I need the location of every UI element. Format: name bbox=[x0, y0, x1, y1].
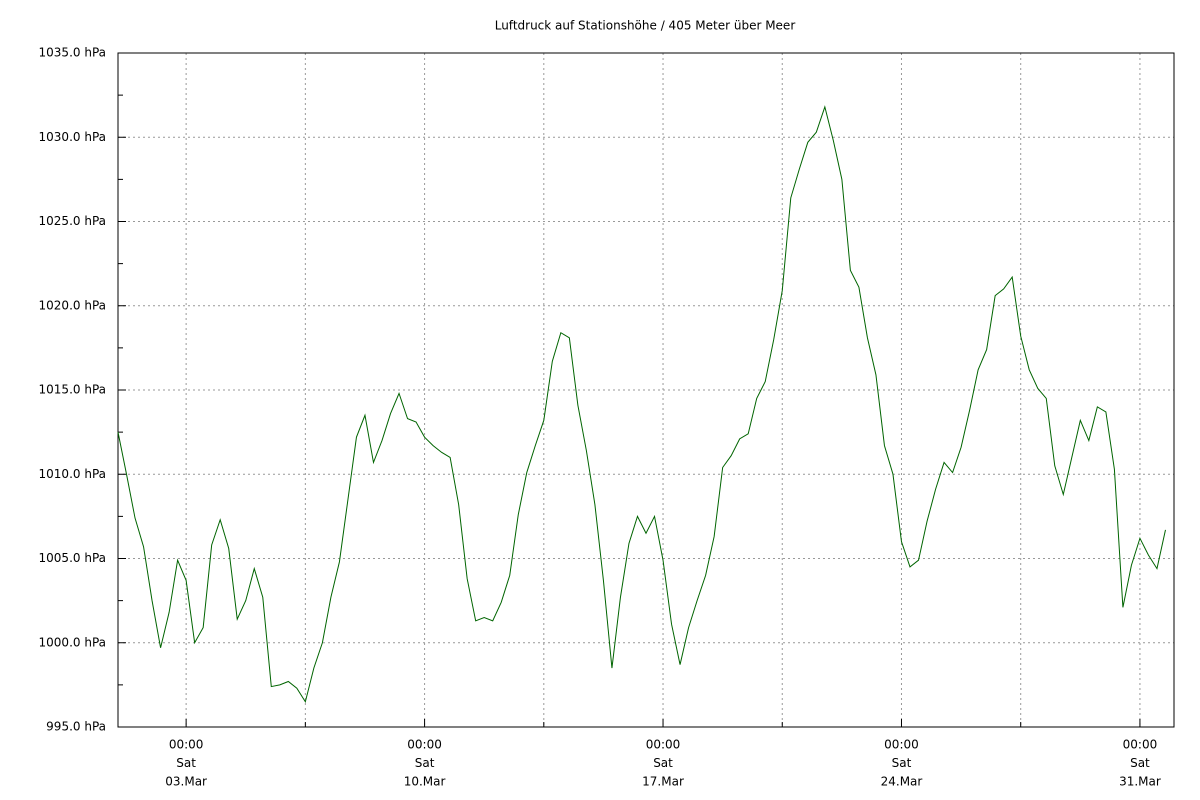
x-tick-label: 31.Mar bbox=[1119, 775, 1161, 789]
data-line bbox=[117, 105, 1166, 703]
y-tick-label: 1025.0 hPa bbox=[39, 214, 106, 228]
y-tick-label: 1005.0 hPa bbox=[39, 551, 106, 565]
y-tick-label: 1035.0 hPa bbox=[39, 46, 106, 60]
x-tick-label: Sat bbox=[1130, 756, 1150, 770]
x-tick-label: 00:00 bbox=[646, 738, 681, 752]
x-tick-label: 03.Mar bbox=[165, 775, 207, 789]
x-tick-label: 00:00 bbox=[407, 738, 442, 752]
y-tick-label: 1000.0 hPa bbox=[39, 635, 106, 649]
x-tick-label: 24.Mar bbox=[881, 775, 923, 789]
x-tick-label: Sat bbox=[892, 756, 912, 770]
x-tick-label: 10.Mar bbox=[404, 775, 446, 789]
chart-title: Luftdruck auf Stationshöhe / 405 Meter ü… bbox=[495, 19, 796, 33]
x-tick-label: Sat bbox=[176, 756, 196, 770]
x-tick-label: Sat bbox=[653, 756, 673, 770]
x-tick-label: 00:00 bbox=[1123, 738, 1158, 752]
x-tick-label: 00:00 bbox=[169, 738, 204, 752]
x-tick-label: 17.Mar bbox=[642, 775, 684, 789]
y-tick-label: 995.0 hPa bbox=[46, 720, 106, 734]
y-tick-label: 1010.0 hPa bbox=[39, 467, 106, 481]
plot-frame bbox=[117, 52, 1175, 728]
x-tick-label: Sat bbox=[415, 756, 435, 770]
y-tick-label: 1015.0 hPa bbox=[39, 383, 106, 397]
x-tick-label: 00:00 bbox=[884, 738, 919, 752]
y-tick-label: 1020.0 hPa bbox=[39, 298, 106, 312]
y-tick-label: 1030.0 hPa bbox=[39, 130, 106, 144]
